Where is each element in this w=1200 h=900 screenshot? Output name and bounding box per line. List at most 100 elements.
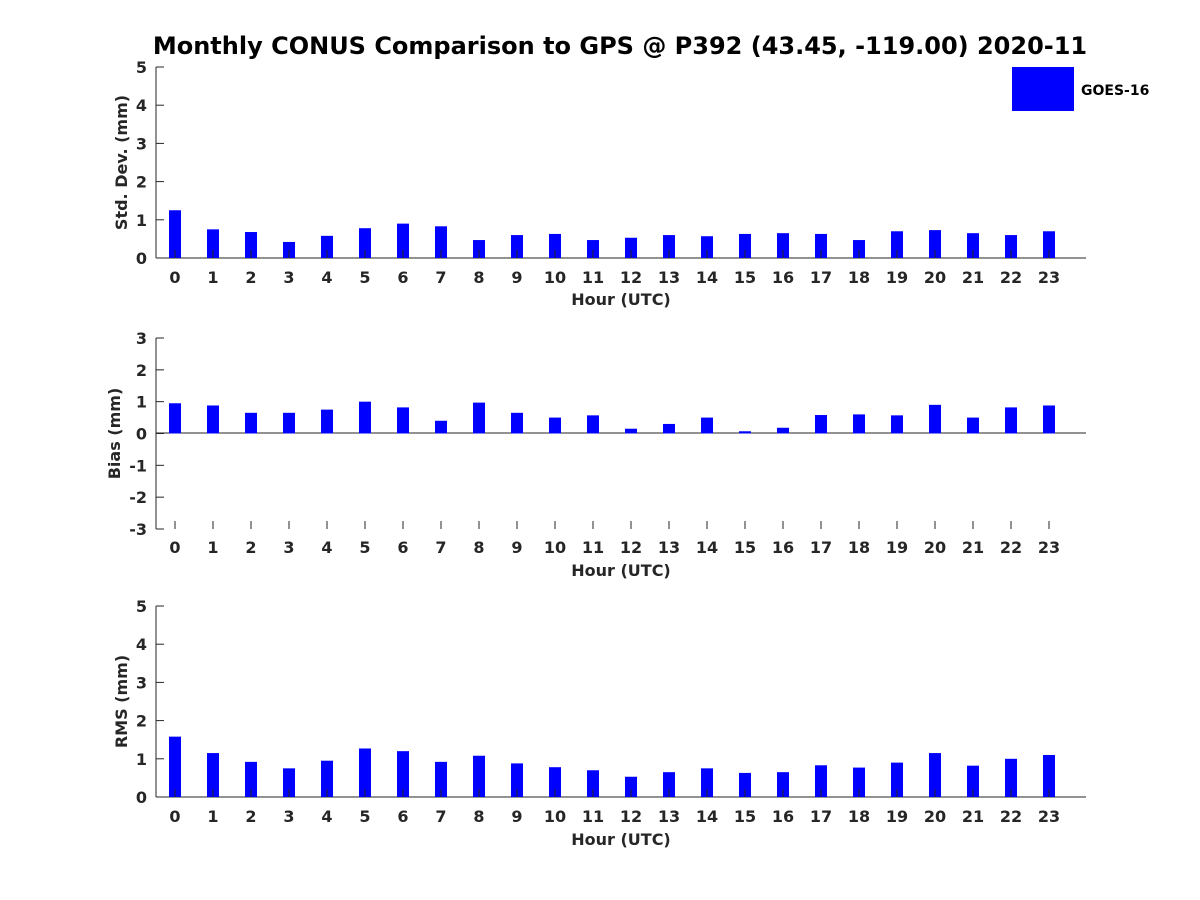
x-tick-label: 3: [283, 538, 294, 557]
x-tick-label: 13: [658, 807, 680, 826]
bar-std-dev-hour-8: [473, 240, 485, 258]
bar-rms-hour-8: [473, 755, 485, 797]
bar-rms-hour-10: [549, 767, 561, 797]
bar-std-dev-hour-0: [169, 210, 181, 258]
y-tick-label: 2: [136, 173, 147, 192]
x-tick-label: 1: [207, 807, 218, 826]
x-tick-label: 20: [924, 807, 946, 826]
bar-bias-hour-10: [549, 417, 561, 434]
bar-bias-hour-13: [663, 423, 675, 434]
x-tick-label: 18: [848, 807, 870, 826]
x-axis-label: Hour (UTC): [571, 830, 671, 849]
x-tick-label: 9: [511, 807, 522, 826]
y-tick-label: -1: [129, 456, 147, 475]
x-tick-label: 3: [283, 268, 294, 287]
x-tick-label: 15: [734, 538, 756, 557]
x-tick-label: 16: [772, 538, 794, 557]
x-tick-label: 12: [620, 268, 642, 287]
x-tick-label: 9: [511, 538, 522, 557]
bar-rms-hour-20: [929, 753, 941, 797]
bar-bias-hour-20: [929, 404, 941, 434]
bar-rms-hour-0: [169, 736, 181, 797]
bar-rms-hour-21: [967, 765, 979, 797]
bar-std-dev-hour-5: [359, 228, 371, 258]
x-tick-label: 7: [435, 268, 446, 287]
bar-std-dev-hour-6: [397, 223, 409, 258]
x-tick-label: 19: [886, 538, 908, 557]
x-tick-label: 1: [207, 268, 218, 287]
bar-rms-hour-14: [701, 768, 713, 797]
y-tick-label: 1: [136, 211, 147, 230]
x-tick-label: 21: [962, 268, 984, 287]
x-tick-label: 16: [772, 268, 794, 287]
x-tick-label: 17: [810, 538, 832, 557]
bar-bias-hour-1: [207, 405, 219, 434]
bar-std-dev-hour-7: [435, 226, 447, 258]
x-tick-label: 10: [544, 538, 566, 557]
x-tick-label: 23: [1038, 268, 1060, 287]
bar-std-dev-hour-15: [739, 233, 751, 258]
bar-std-dev-hour-13: [663, 235, 675, 258]
bar-rms-hour-23: [1043, 754, 1055, 797]
x-tick-label: 10: [544, 268, 566, 287]
y-tick-label: 4: [136, 635, 147, 654]
bar-rms-hour-16: [777, 772, 789, 797]
x-tick-label: 16: [772, 807, 794, 826]
x-tick-label: 1: [207, 538, 218, 557]
y-tick-label: 4: [136, 96, 147, 115]
y-axis-label: RMS (mm): [112, 655, 131, 748]
bar-std-dev-hour-10: [549, 233, 561, 258]
bar-std-dev-hour-2: [245, 232, 257, 258]
bar-std-dev-hour-21: [967, 233, 979, 258]
x-tick-label: 6: [397, 268, 408, 287]
bar-rms-hour-18: [853, 767, 865, 797]
x-tick-label: 6: [397, 538, 408, 557]
y-tick-label: 2: [136, 712, 147, 731]
x-tick-label: 13: [658, 268, 680, 287]
x-tick-label: 21: [962, 807, 984, 826]
x-tick-label: 7: [435, 807, 446, 826]
bar-rms-hour-22: [1005, 758, 1017, 797]
legend-swatch: [1012, 67, 1074, 111]
bar-rms-hour-5: [359, 748, 371, 797]
x-tick-label: 0: [169, 268, 180, 287]
bar-std-dev-hour-11: [587, 240, 599, 258]
x-tick-label: 3: [283, 807, 294, 826]
bar-rms-hour-15: [739, 772, 751, 797]
x-axis-label: Hour (UTC): [571, 561, 671, 580]
x-tick-label: 10: [544, 807, 566, 826]
bar-std-dev-hour-9: [511, 235, 523, 258]
y-tick-label: 5: [136, 58, 147, 77]
bar-rms-hour-11: [587, 770, 599, 797]
bar-rms-hour-19: [891, 762, 903, 797]
bar-bias-hour-16: [777, 427, 789, 434]
x-tick-label: 7: [435, 538, 446, 557]
bar-std-dev-hour-16: [777, 233, 789, 258]
bar-bias-hour-6: [397, 407, 409, 434]
x-tick-label: 23: [1038, 807, 1060, 826]
bar-rms-hour-7: [435, 761, 447, 797]
y-tick-label: 5: [136, 597, 147, 616]
x-tick-label: 21: [962, 538, 984, 557]
x-tick-label: 18: [848, 538, 870, 557]
x-tick-label: 4: [321, 268, 332, 287]
x-tick-label: 5: [359, 538, 370, 557]
x-tick-label: 2: [245, 268, 256, 287]
x-axis-label: Hour (UTC): [571, 290, 671, 309]
x-tick-label: 22: [1000, 538, 1022, 557]
x-tick-label: 18: [848, 268, 870, 287]
bar-bias-hour-17: [815, 415, 827, 434]
bar-std-dev-hour-12: [625, 237, 637, 258]
bar-std-dev-hour-17: [815, 233, 827, 258]
y-axis-label: Std. Dev. (mm): [112, 95, 131, 230]
x-tick-label: 12: [620, 807, 642, 826]
bar-rms-hour-3: [283, 768, 295, 797]
x-tick-label: 15: [734, 807, 756, 826]
x-tick-label: 11: [582, 538, 604, 557]
x-tick-label: 5: [359, 268, 370, 287]
x-tick-label: 15: [734, 268, 756, 287]
x-tick-label: 11: [582, 268, 604, 287]
